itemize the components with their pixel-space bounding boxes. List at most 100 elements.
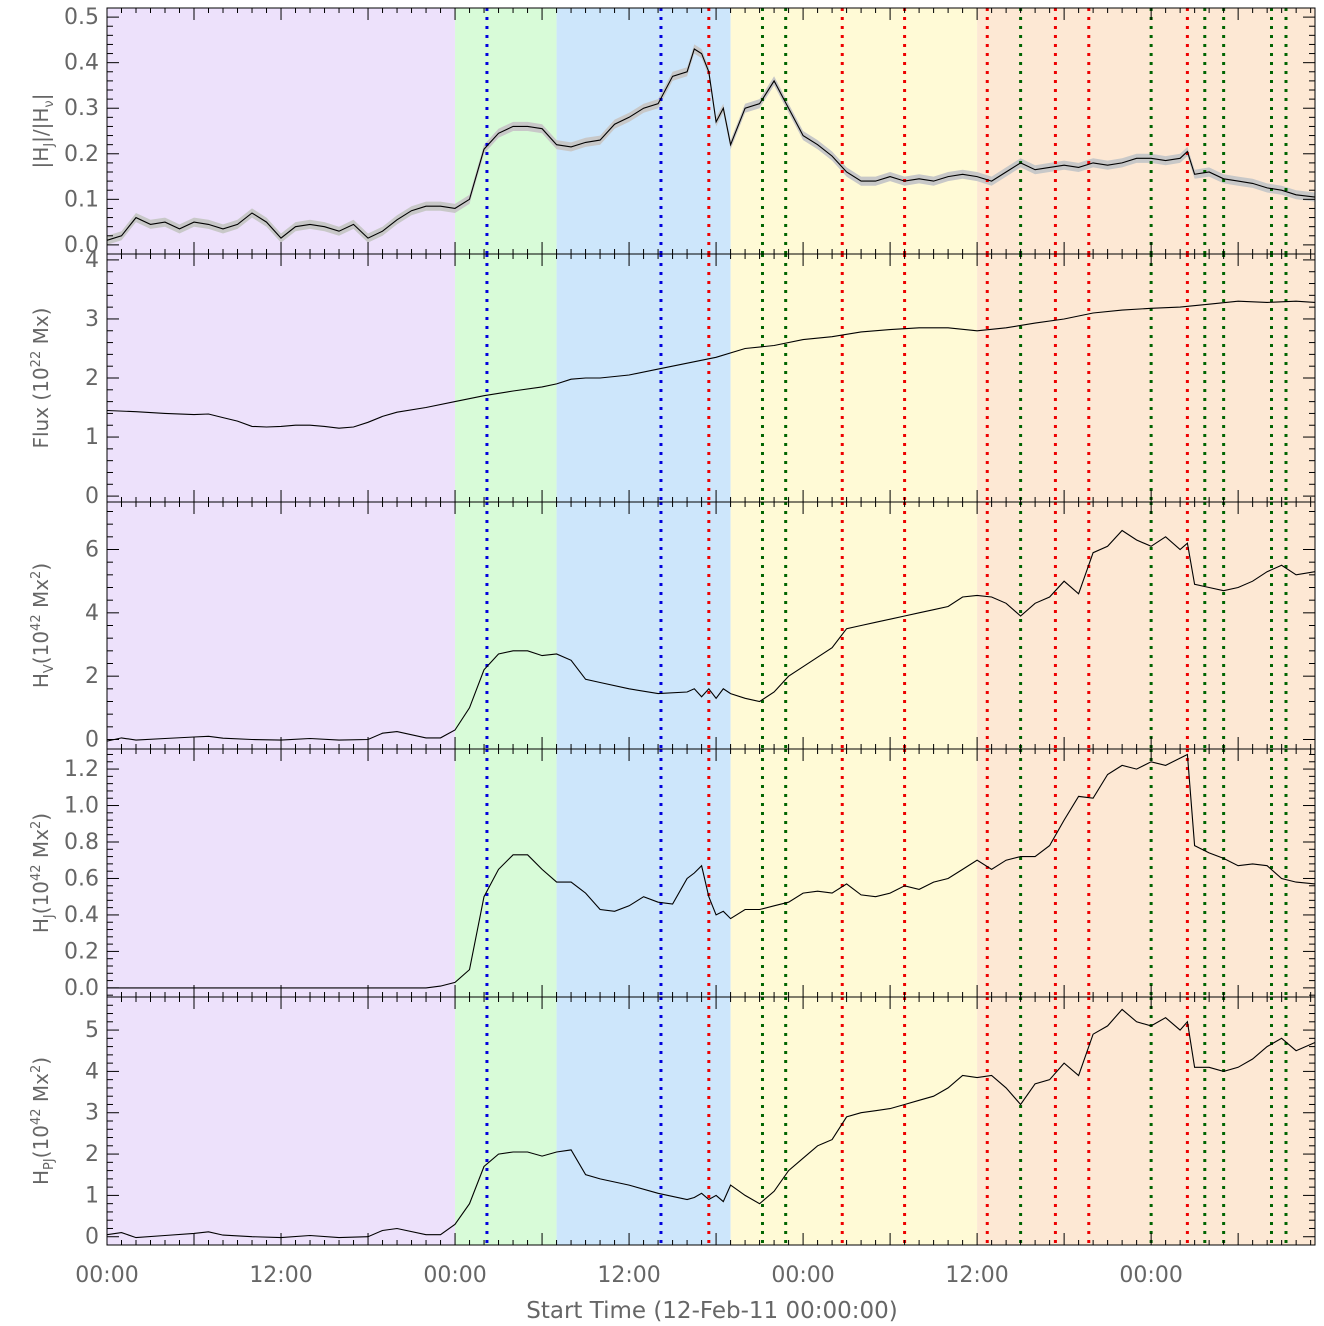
phase-band [977, 8, 1315, 254]
phase-band [556, 502, 731, 749]
y-axis-label-part: Mx [29, 829, 53, 865]
y-axis-label-part: 22 [29, 351, 44, 368]
phase-band [730, 8, 978, 254]
y-axis-label-part: |/| [29, 123, 53, 143]
x-tick-label: 00:00 [771, 1263, 834, 1288]
y-tick-label: 1 [85, 425, 99, 450]
phase-band [107, 8, 456, 254]
y-axis-label-part: 42 [29, 1109, 44, 1126]
series-line-Flux [106, 300, 1316, 429]
panel-Flux: 0 1 2 3 4 Flux (1022 Mx) [29, 248, 1316, 509]
phase-band [977, 254, 1315, 502]
y-tick-label: 0.4 [64, 903, 99, 928]
y-tick-label: 1.2 [64, 757, 99, 782]
series-line-HJ [107, 753, 1316, 989]
y-axis-label: Flux (1022 Mx) [29, 308, 53, 449]
phase-band [107, 254, 456, 502]
x-tick-label: 00:00 [75, 1263, 138, 1288]
phase-band [455, 254, 557, 502]
y-axis-label-part: H [29, 673, 53, 688]
y-tick-label: 4 [85, 1059, 99, 1084]
y-tick-label: 0.0 [64, 233, 99, 258]
y-axis-label-part: (10 [29, 1125, 53, 1158]
y-axis-label-part: H [29, 918, 53, 933]
y-axis-label-part: | [29, 94, 53, 101]
y-axis-label: HPJ(1042 Mx2) [29, 1057, 57, 1185]
phase-band [730, 997, 978, 1245]
y-tick-label: 0.6 [64, 866, 99, 891]
y-axis-label-part: Mx [29, 1073, 53, 1109]
phase-band [556, 8, 731, 254]
y-axis-label-part: Mx [29, 579, 53, 615]
y-tick-label: 6 [85, 538, 99, 563]
phase-band [107, 749, 456, 997]
y-axis-label-part: | [29, 162, 53, 169]
y-axis-label-part: J [42, 143, 57, 148]
y-tick-label: 0 [85, 728, 99, 753]
y-tick-label: 4 [85, 601, 99, 626]
y-tick-label: 0 [85, 484, 99, 509]
phase-band [977, 749, 1315, 997]
y-axis-label-part: ) [29, 563, 53, 571]
y-tick-label: 3 [85, 1101, 99, 1126]
y-tick-label: 0.2 [64, 142, 99, 167]
y-axis-label-part: H [29, 1170, 53, 1185]
y-tick-label: 5 [85, 1018, 99, 1043]
x-tick-label: 12:00 [597, 1263, 660, 1288]
y-axis-label-part: V [42, 664, 57, 673]
y-axis-label-part: Mx) [29, 308, 53, 351]
y-axis-label-part: 2 [29, 571, 44, 579]
phase-band [977, 997, 1315, 1245]
y-tick-label: 0.1 [64, 187, 99, 212]
y-tick-label: 3 [85, 307, 99, 332]
phase-band [107, 997, 456, 1245]
y-axis-label-part: (10 [29, 881, 53, 914]
y-axis-label-part: J [42, 914, 57, 919]
y-tick-label: 0.5 [64, 5, 99, 30]
y-axis-label: |HJ|/|Hν| [29, 94, 57, 169]
phase-band [455, 749, 557, 997]
y-tick-label: 1 [85, 1183, 99, 1208]
y-axis-label-part: PJ [42, 1158, 57, 1170]
y-tick-label: 2 [85, 1142, 99, 1167]
x-tick-label: 00:00 [423, 1263, 486, 1288]
y-axis-label-part: H [29, 108, 53, 123]
x-tick-label: 12:00 [945, 1263, 1008, 1288]
y-tick-label: 0.2 [64, 939, 99, 964]
y-tick-label: 0.8 [64, 830, 99, 855]
y-axis-label: HV(1042 Mx2) [29, 563, 57, 688]
y-tick-label: 0.3 [64, 96, 99, 121]
y-tick-label: 0.0 [64, 976, 99, 1001]
y-tick-label: 2 [85, 366, 99, 391]
y-axis-label-part: 2 [29, 821, 44, 829]
phase-band [977, 502, 1315, 749]
y-axis-label-part: Flux (10 [29, 367, 53, 448]
y-axis-label: HJ(1042 Mx2) [29, 813, 57, 933]
phase-band [730, 254, 978, 502]
phase-band [455, 502, 557, 749]
phase-band [107, 502, 456, 749]
y-tick-label: 1.0 [64, 794, 99, 819]
y-axis-label-part: 42 [29, 614, 44, 631]
y-tick-label: 0 [85, 1225, 99, 1250]
y-axis-label-part: 42 [29, 864, 44, 881]
series-line-HPJ [106, 1008, 1316, 1239]
y-tick-label: 0.4 [64, 51, 99, 76]
phase-band [730, 749, 978, 997]
phase-band [556, 997, 731, 1245]
phase-band [556, 749, 731, 997]
y-axis-label-part: ) [29, 813, 53, 821]
y-axis-label-part: ) [29, 1057, 53, 1065]
y-tick-label: 4 [85, 248, 99, 273]
x-tick-label: 00:00 [1119, 1263, 1182, 1288]
y-tick-label: 2 [85, 664, 99, 689]
series-line-Hv [106, 529, 1316, 742]
y-axis-label-part: 2 [29, 1065, 44, 1073]
x-axis-title: Start Time (12-Feb-11 00:00:00) [526, 1298, 898, 1324]
y-axis-label-part: (10 [29, 631, 53, 664]
y-axis-label-part: H [29, 147, 53, 162]
panel-HJ: 0.0 0.2 0.4 0.6 0.8 1.0 1.2 HJ(1042 Mx2) [29, 748, 1316, 1001]
